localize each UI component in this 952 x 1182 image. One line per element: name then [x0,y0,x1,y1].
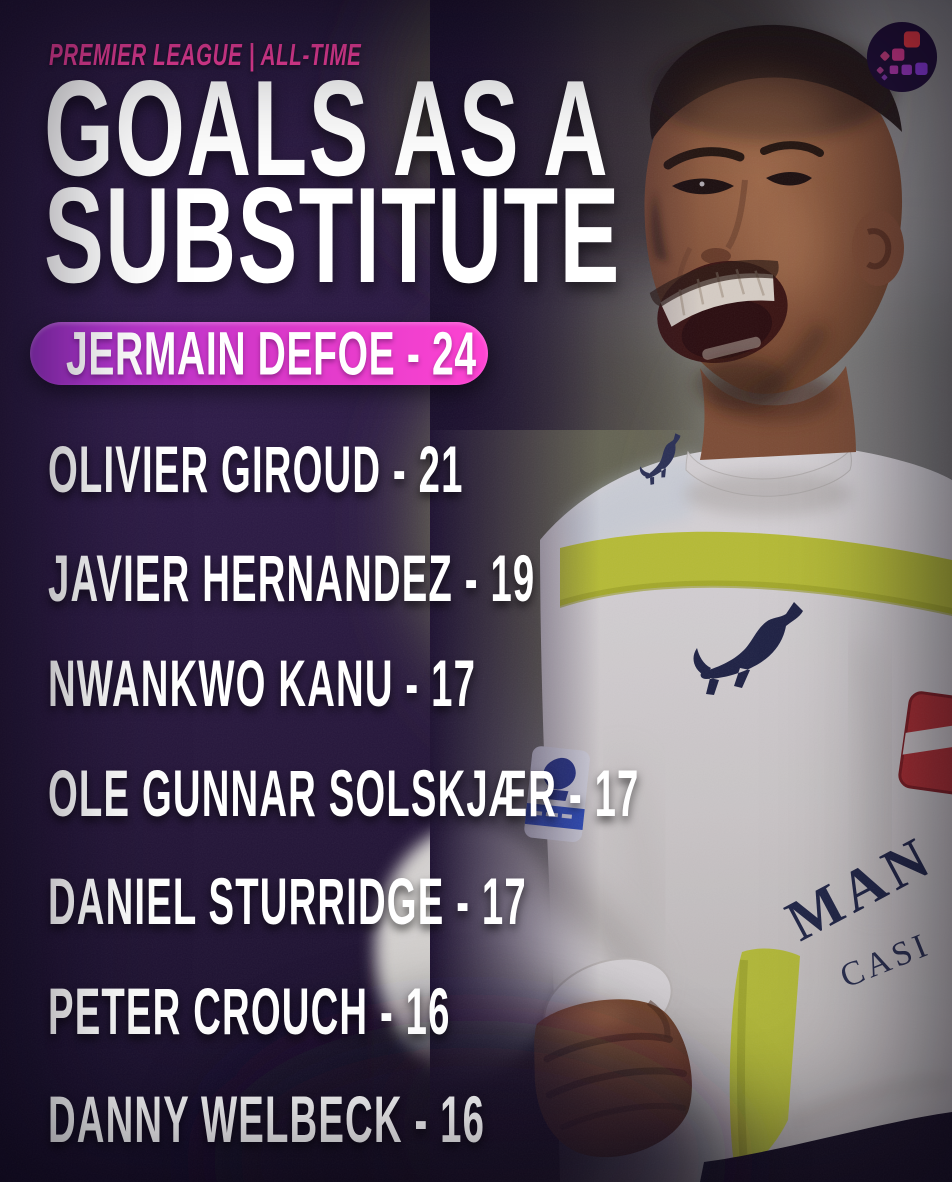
player-rank-label: DANNY WELBECK - 16 [48,1082,486,1156]
title-line-1: GOALS AS A [44,52,610,204]
brand-logo [866,21,938,93]
player-rank-label: NWANKWO KANU - 17 [48,646,477,720]
player-rank-label: OLIVIER GIROUD - 21 [48,432,464,506]
player-rank-label: JAVIER HERNANDEZ - 19 [48,541,536,615]
competition-eyebrow: PREMIER LEAGUE | ALL-TIME [49,37,362,72]
title-line-2: SUBSTITUTE [44,159,621,311]
player-rank-label: OLE GUNNAR SOLSKJÆR - 17 [48,756,640,830]
player-rank-item: DANNY WELBECK - 16 [48,1086,802,1152]
player-rank-label: DANIEL STURRIDGE - 17 [48,864,527,938]
player-rank-item: NWANKWO KANU - 17 [48,650,786,716]
leader-badge-label: JERMAIN DEFOE - 24 [66,319,477,388]
leader-badge: JERMAIN DEFOE - 24 [30,322,488,385]
player-rank-label: PETER CROUCH - 16 [48,974,451,1048]
player-rank-item: OLIVIER GIROUD - 21 [48,436,764,502]
player-rank-item: JAVIER HERNANDEZ - 19 [48,545,888,611]
rising-steps-icon [876,31,928,81]
player-rank-item: DANIEL STURRIDGE - 17 [48,868,874,934]
player-rank-item: PETER CROUCH - 16 [48,978,742,1044]
player-rank-item: OLE GUNNAR SOLSKJÆR - 17 [48,760,952,826]
